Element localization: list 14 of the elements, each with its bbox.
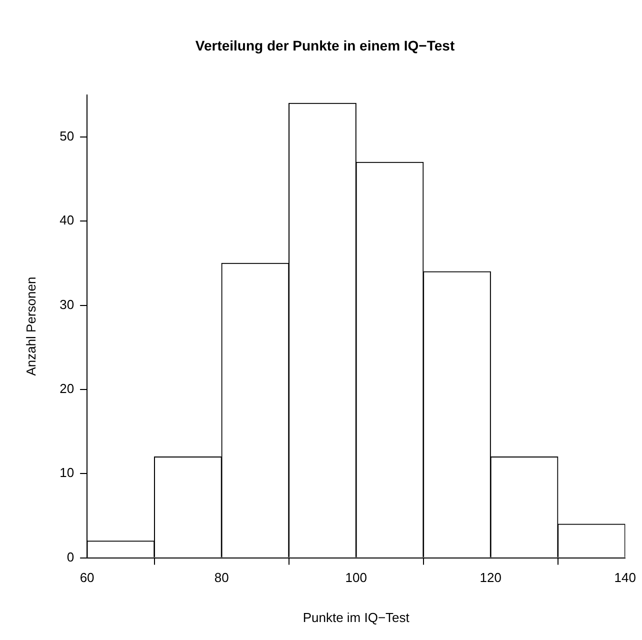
chart-title: Verteilung der Punkte in einem IQ−Test — [195, 37, 455, 54]
y-axis-title: Anzahl Personen — [23, 276, 38, 376]
x-tick-label: 60 — [80, 570, 94, 586]
x-tick-label: 120 — [480, 570, 502, 586]
y-tick-label: 0 — [66, 549, 74, 564]
x-tick-label: 100 — [345, 570, 367, 586]
x-tick-label: 80 — [214, 570, 229, 586]
x-tick-label: 140 — [614, 570, 636, 586]
y-tick-label: 40 — [60, 212, 74, 228]
y-tick-label: 50 — [60, 128, 74, 144]
y-tick-label: 10 — [60, 465, 74, 480]
x-axis-title: Punkte im IQ−Test — [302, 610, 410, 625]
y-tick-label: 30 — [60, 296, 74, 312]
y-tick-label: 20 — [60, 381, 74, 396]
